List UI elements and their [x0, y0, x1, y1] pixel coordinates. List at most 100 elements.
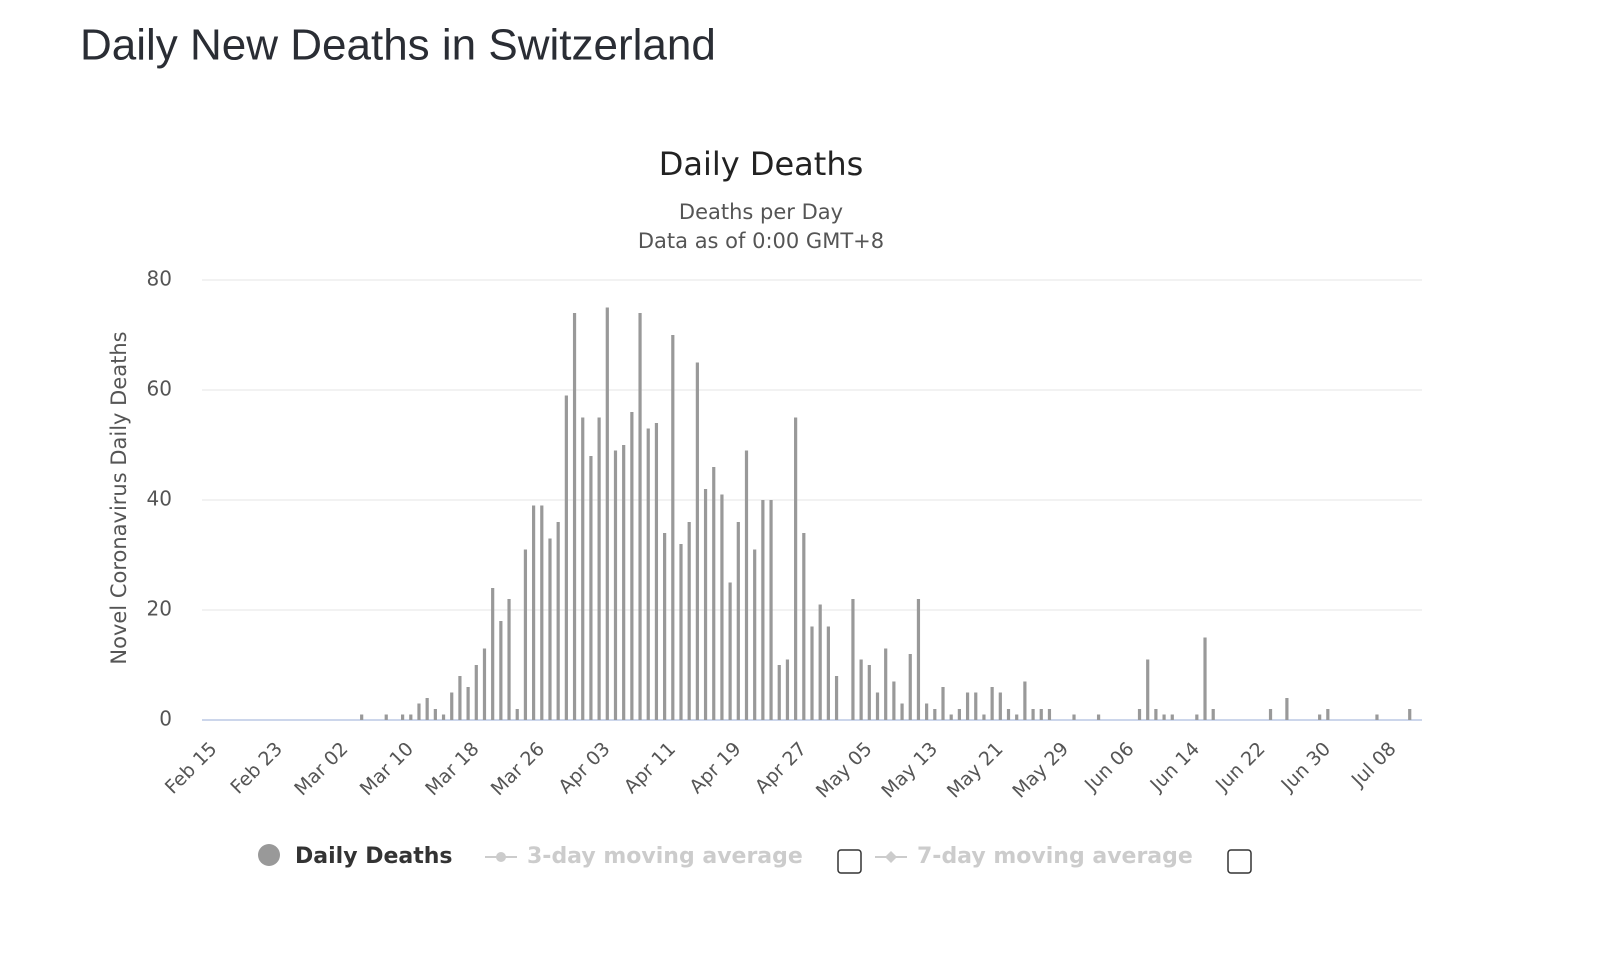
bar — [630, 412, 634, 720]
bar — [1072, 714, 1076, 720]
bar — [1318, 714, 1322, 720]
bar — [605, 307, 609, 720]
bar — [1211, 709, 1215, 720]
bar — [802, 533, 806, 720]
bar — [564, 395, 568, 720]
bar — [540, 505, 544, 720]
bar — [974, 692, 978, 720]
bar — [720, 494, 724, 720]
bar — [810, 626, 814, 720]
bar — [482, 648, 487, 720]
bar — [1137, 709, 1142, 720]
bar — [515, 709, 519, 720]
bar — [466, 687, 470, 720]
bar — [941, 687, 945, 720]
bar — [1162, 714, 1166, 720]
x-tick-label: May 21 — [943, 738, 1008, 803]
bar — [859, 659, 863, 720]
bar — [990, 687, 994, 720]
bar — [744, 450, 749, 720]
bar — [1031, 709, 1035, 720]
bar — [1096, 714, 1101, 720]
y-tick-label: 0 — [159, 707, 172, 731]
x-tick-label: May 05 — [812, 738, 877, 803]
bar — [1195, 714, 1199, 720]
bar — [384, 714, 388, 720]
bar — [753, 549, 757, 720]
x-tick-label: Mar 26 — [487, 738, 549, 800]
legend-label[interactable]: 7-day moving average — [917, 844, 1193, 869]
bar — [875, 692, 880, 720]
legend-label[interactable]: Daily Deaths — [295, 844, 453, 869]
y-tick-label: 60 — [147, 377, 172, 401]
bar — [777, 665, 781, 720]
bar — [949, 714, 953, 720]
x-tick-label: Jun 22 — [1211, 738, 1270, 797]
bar — [589, 456, 593, 720]
bar — [1285, 698, 1289, 720]
x-tick-label: Jun 14 — [1145, 738, 1204, 797]
legend-symbol — [496, 852, 506, 862]
chart-subtitle: Deaths per Day — [679, 200, 843, 224]
bar — [1408, 709, 1412, 720]
bar — [1375, 714, 1379, 720]
bar — [1170, 714, 1174, 720]
bar — [785, 659, 790, 720]
bar — [401, 714, 405, 720]
bar — [1154, 709, 1158, 720]
bar — [433, 709, 437, 720]
bar — [474, 665, 478, 720]
x-tick-label: Mar 02 — [290, 738, 352, 800]
bar — [998, 692, 1002, 720]
bar — [360, 714, 364, 720]
bar — [638, 313, 642, 720]
y-tick-label: 20 — [147, 597, 172, 621]
legend-label[interactable]: 3-day moving average — [527, 844, 803, 869]
y-tick-label: 40 — [147, 487, 172, 511]
page-title: Daily New Deaths in Switzerland — [80, 21, 716, 70]
x-tick-label: May 29 — [1008, 738, 1073, 803]
x-tick-label: Mar 10 — [356, 738, 418, 800]
bar — [1015, 714, 1019, 720]
x-tick-label: Apr 19 — [685, 738, 745, 798]
bar — [671, 335, 675, 720]
bar — [507, 599, 511, 720]
bar — [441, 714, 446, 720]
bar — [1047, 709, 1052, 720]
checkbox[interactable] — [837, 849, 862, 874]
bar — [548, 538, 552, 720]
bar — [761, 500, 765, 720]
x-tick-label: May 13 — [877, 738, 942, 803]
bar — [818, 604, 822, 720]
x-tick-label: Jul 08 — [1347, 738, 1401, 792]
bar — [834, 676, 839, 720]
bar — [736, 522, 740, 720]
bar — [409, 714, 413, 720]
y-axis-label: Novel Coronavirus Daily Deaths — [107, 331, 131, 664]
bar — [982, 714, 986, 720]
x-tick-label: Feb 15 — [161, 738, 222, 799]
x-tick-label: Apr 27 — [751, 738, 811, 798]
bar — [491, 588, 495, 720]
bar — [458, 676, 462, 720]
bar — [523, 549, 528, 720]
x-tick-label: Jun 30 — [1276, 738, 1335, 797]
bar — [925, 703, 929, 720]
bar — [867, 665, 871, 720]
bar — [965, 692, 970, 720]
bar — [1203, 637, 1207, 720]
x-tick-label: Feb 23 — [226, 738, 287, 799]
checkbox[interactable] — [1227, 849, 1252, 874]
bar — [646, 428, 650, 720]
bar — [572, 313, 577, 720]
legend: Daily Deaths 3-day moving average 7-day … — [258, 844, 1252, 874]
bar — [687, 522, 691, 720]
bar — [826, 626, 830, 720]
x-tick-label: Jun 06 — [1080, 738, 1139, 797]
bar — [957, 709, 961, 720]
legend-symbol — [258, 844, 280, 866]
bar — [1023, 681, 1027, 720]
bar — [916, 599, 921, 720]
bar — [794, 417, 798, 720]
